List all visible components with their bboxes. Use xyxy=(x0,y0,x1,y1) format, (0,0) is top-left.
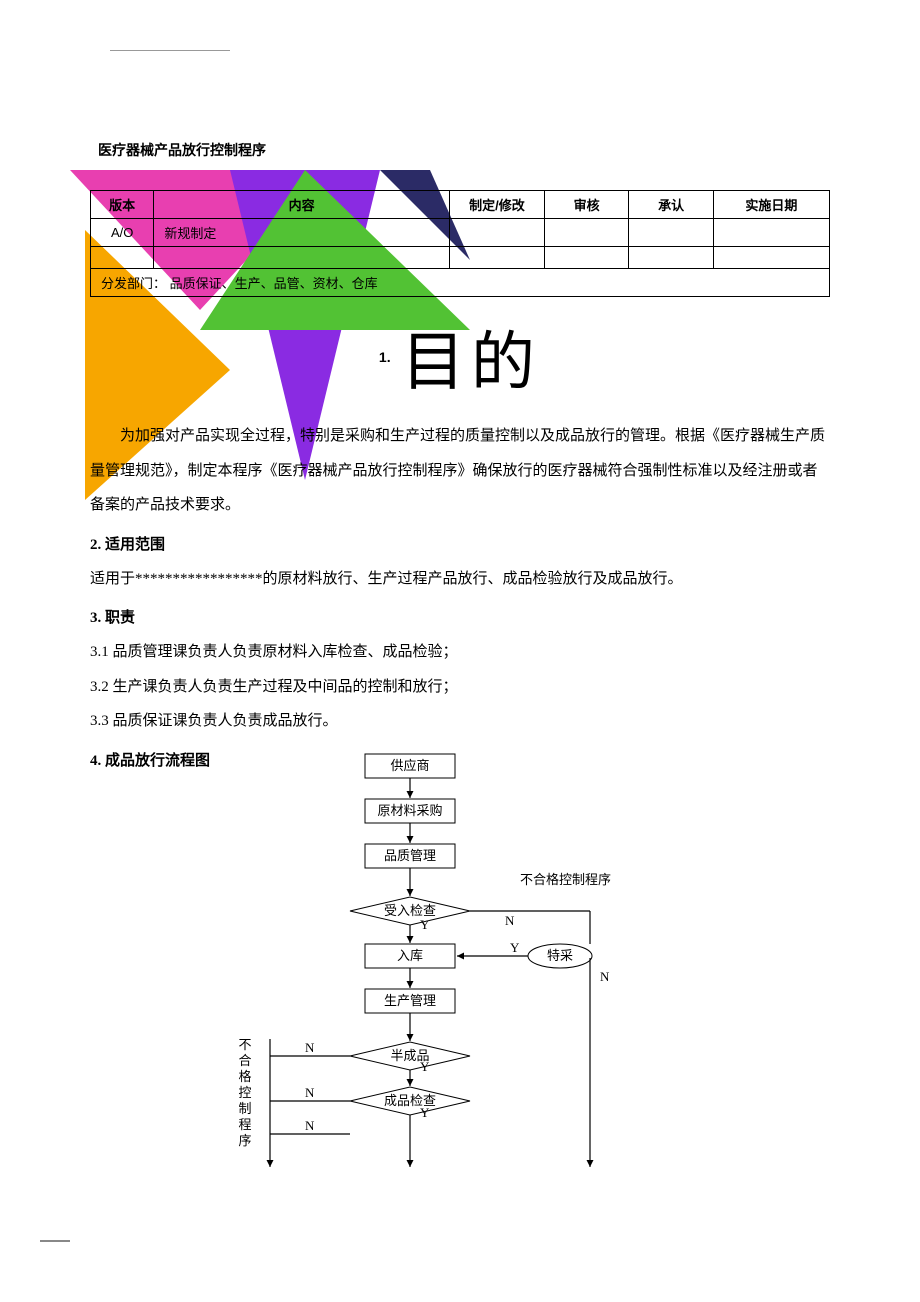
table-row: A/O 新规制定 xyxy=(91,219,830,247)
table-row-empty xyxy=(91,247,830,269)
svg-text:控: 控 xyxy=(238,1085,251,1100)
header-table: 版本 内容 制定/修改 审核 承认 实施日期 A/O 新规制定 分发部门： 品质… xyxy=(90,190,830,297)
svg-text:N: N xyxy=(505,913,515,928)
list-item: 3.2 生产课负责人负责生产过程及中间品的控制和放行； xyxy=(90,670,830,705)
flowchart: 供应商原材料采购品质管理受入检查入库生产管理半成品成品检查YYYN不合格控制程序… xyxy=(200,749,720,1169)
header-rule xyxy=(110,50,230,51)
paragraph-purpose: 为加强对产品实现全过程，特别是采购和生产过程的质量控制以及成品放行的管理。根据《… xyxy=(90,419,830,523)
cell-version: A/O xyxy=(91,219,154,247)
svg-text:品质管理: 品质管理 xyxy=(384,848,436,863)
dist-value: 品质保证、生产、品管、资材、仓库 xyxy=(170,276,378,291)
svg-text:序: 序 xyxy=(238,1133,251,1148)
svg-text:N: N xyxy=(305,1085,315,1100)
col-date: 实施日期 xyxy=(713,191,829,219)
dist-label: 分发部门： xyxy=(101,276,166,291)
svg-text:受入检查: 受入检查 xyxy=(384,903,436,918)
cell-distribution: 分发部门： 品质保证、生产、品管、资材、仓库 xyxy=(91,269,830,297)
svg-text:N: N xyxy=(305,1040,315,1055)
cell-approve xyxy=(629,219,713,247)
svg-text:原材料采购: 原材料采购 xyxy=(377,803,442,818)
heading-number: 1. xyxy=(379,349,391,365)
col-version: 版本 xyxy=(91,191,154,219)
cell-content: 新规制定 xyxy=(154,219,450,247)
col-review: 审核 xyxy=(544,191,628,219)
heading-text: 目的 xyxy=(401,327,541,398)
svg-text:不合格控制程序: 不合格控制程序 xyxy=(520,872,611,887)
svg-text:生产管理: 生产管理 xyxy=(384,993,436,1008)
svg-text:Y: Y xyxy=(420,1105,430,1120)
svg-text:入库: 入库 xyxy=(397,948,423,963)
svg-text:供应商: 供应商 xyxy=(390,758,429,773)
svg-text:特采: 特采 xyxy=(547,948,573,963)
table-row-distribution: 分发部门： 品质保证、生产、品管、资材、仓库 xyxy=(91,269,830,297)
cell-author xyxy=(449,219,544,247)
svg-text:Y: Y xyxy=(420,917,430,932)
cell-review xyxy=(544,219,628,247)
col-author: 制定/修改 xyxy=(449,191,544,219)
cell-date xyxy=(713,219,829,247)
section-1-heading: 1. 目的 xyxy=(90,311,830,403)
table-header-row: 版本 内容 制定/修改 审核 承认 实施日期 xyxy=(91,191,830,219)
svg-text:不: 不 xyxy=(238,1037,251,1052)
svg-text:Y: Y xyxy=(510,940,520,955)
col-content: 内容 xyxy=(154,191,450,219)
page-footer-mark xyxy=(40,1240,70,1242)
list-item: 3.3 品质保证课负责人负责成品放行。 xyxy=(90,704,830,739)
col-approve: 承认 xyxy=(629,191,713,219)
section-3-heading: 3. 职责 xyxy=(90,606,830,627)
flowchart-section: 4. 成品放行流程图 供应商原材料采购品质管理受入检查入库生产管理半成品成品检查… xyxy=(90,749,830,1169)
document-content: 医疗器械产品放行控制程序 版本 内容 制定/修改 审核 承认 实施日期 A/O … xyxy=(0,0,920,1169)
svg-text:程: 程 xyxy=(238,1117,251,1132)
svg-text:N: N xyxy=(600,969,610,984)
svg-text:N: N xyxy=(305,1118,315,1133)
section-4-heading: 4. 成品放行流程图 xyxy=(90,749,210,770)
svg-text:制: 制 xyxy=(238,1101,251,1116)
svg-text:合: 合 xyxy=(238,1053,251,1068)
section-2-heading: 2. 适用范围 xyxy=(90,533,830,554)
section-2-body: 适用于*****************的原材料放行、生产过程产品放行、成品检验… xyxy=(90,562,830,597)
list-item: 3.1 品质管理课负责人负责原材料入库检查、成品检验； xyxy=(90,635,830,670)
document-title: 医疗器械产品放行控制程序 xyxy=(98,140,830,160)
svg-text:格: 格 xyxy=(238,1069,251,1084)
svg-text:Y: Y xyxy=(420,1059,430,1074)
